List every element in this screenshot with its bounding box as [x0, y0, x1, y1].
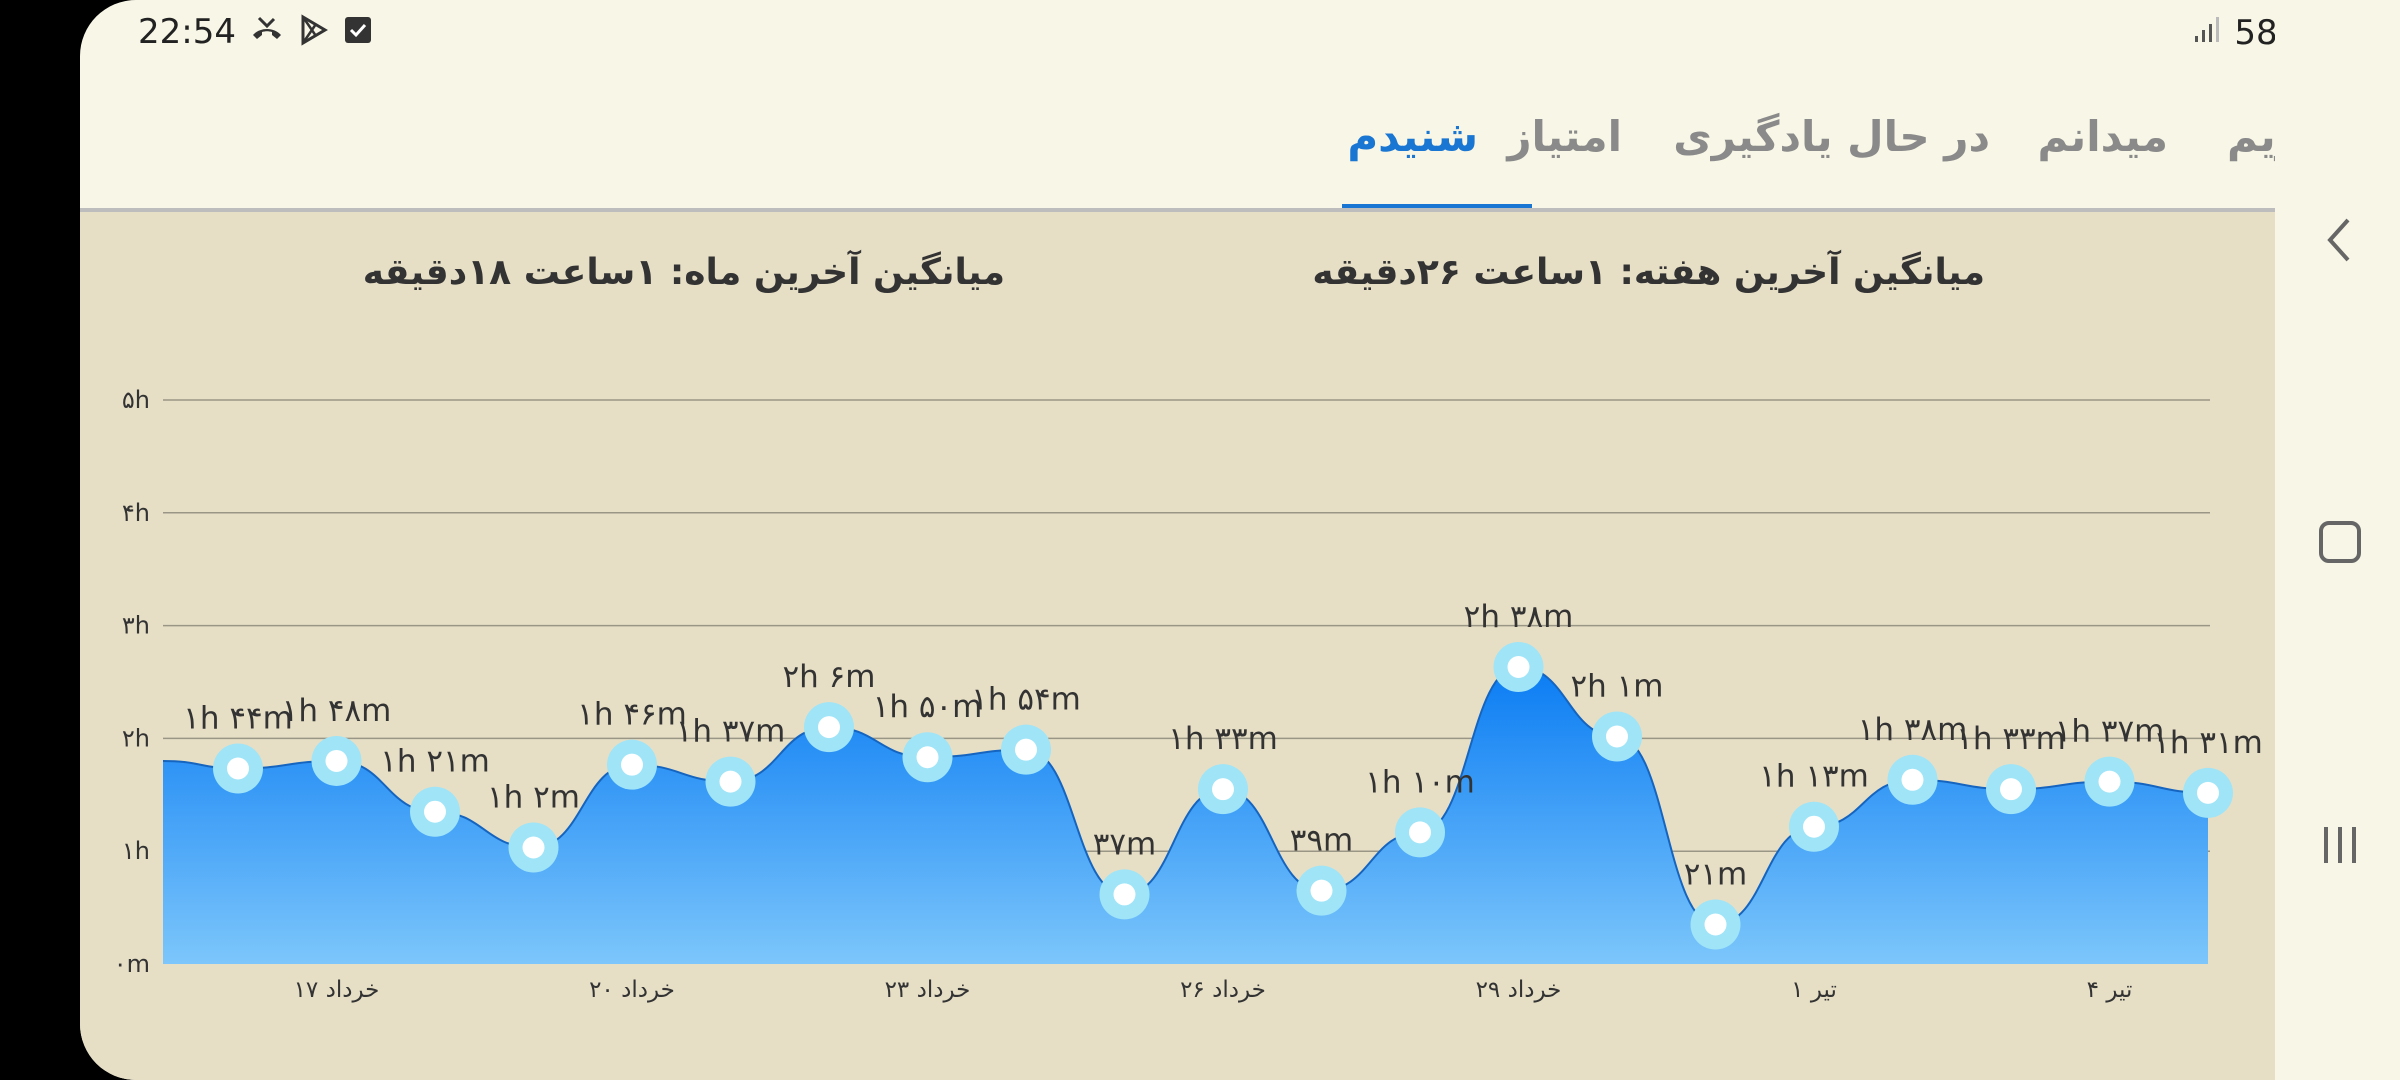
data-label: ۱h ۲۱m: [380, 744, 490, 780]
tab-score[interactable]: امتیاز: [1507, 112, 1622, 161]
data-label: ۱h ۴۴m: [183, 701, 293, 737]
data-point-center: [1803, 815, 1825, 838]
data-point-center: [621, 753, 643, 776]
tab-known[interactable]: میدانم: [2037, 112, 2168, 161]
back-button[interactable]: [2305, 205, 2375, 275]
app-screen: 22:54 58% تقویم میدانم در حال یادگیری ام…: [80, 0, 2400, 1080]
data-label: ۱h ۳۷m: [2055, 714, 2165, 750]
data-point-center: [1606, 725, 1628, 748]
navigation-bar: [2275, 0, 2400, 1080]
y-tick-label: ۳h: [122, 612, 150, 640]
recents-button[interactable]: [2305, 810, 2375, 880]
status-left-icons: [250, 14, 372, 50]
x-tick-label: ۲۰ خرداد: [589, 977, 675, 1003]
data-point-center: [1901, 768, 1924, 791]
data-label: ۳۹m: [1290, 823, 1354, 859]
data-label: ۱h ۴۶m: [577, 697, 687, 733]
recents-icon: [2324, 827, 2356, 863]
y-tick-label: ۱h: [122, 837, 150, 865]
chart-panel: میانگین آخرین هفته: ۱ساعت ۲۶دقیقه میانگی…: [80, 212, 2275, 1080]
data-point-center: [1015, 738, 1037, 761]
active-tab-indicator: [1342, 204, 1532, 210]
y-tick-label: ۲h: [122, 724, 150, 752]
data-label: ۲h ۳۸m: [1464, 599, 1574, 635]
data-label: ۱h ۵۰m: [873, 689, 983, 725]
data-label: ۱h ۱۰m: [1365, 764, 1475, 800]
area-series: [163, 666, 2208, 964]
data-point-center: [2000, 778, 2022, 801]
data-label: ۱h ۳۸m: [1858, 712, 1968, 748]
tabs-divider: [80, 208, 2275, 212]
data-point-center: [719, 770, 742, 793]
data-point-center: [2098, 770, 2121, 793]
data-label: ۲h ۱m: [1571, 668, 1664, 704]
data-label: ۲۱m: [1684, 857, 1748, 893]
x-tick-label: ۲۹ خرداد: [1476, 977, 1562, 1003]
x-tick-label: ۱۷ خرداد: [294, 977, 380, 1003]
data-label: ۱h ۲m: [487, 779, 580, 815]
x-tick-label: ۴ تیر: [2087, 977, 2133, 1003]
missed-call-icon: [250, 15, 284, 49]
data-label: ۲h ۶m: [783, 659, 876, 695]
listening-time-chart: ۰m ۱h ۲h ۳h ۴h ۵h ۱۷ خرداد ۲۰ خرداد ۲۳ خرداد ۲۶ خ…: [114, 386, 2263, 1003]
x-tick-label: ۲۶ خرداد: [1180, 977, 1266, 1003]
data-point-center: [1409, 821, 1431, 844]
y-tick-label: ۴h: [122, 499, 150, 527]
data-point-center: [916, 746, 939, 769]
x-tick-label: ۱ تیر: [1791, 977, 1837, 1003]
data-point-center: [1113, 883, 1136, 906]
data-label: ۱h ۵۴m: [971, 682, 1081, 718]
x-tick-label: ۲۳ خرداد: [885, 977, 971, 1003]
tab-bar: تقویم میدانم در حال یادگیری امتیاز شنیدم: [205, 60, 2400, 210]
chevron-left-icon: [2327, 218, 2350, 262]
play-store-icon: [298, 14, 330, 50]
month-average: میانگین آخرین ماه: ۱ساعت ۱۸دقیقه: [362, 252, 1005, 293]
data-label: ۱h ۴۸m: [282, 693, 392, 729]
data-point-center: [1704, 913, 1727, 936]
home-square-icon: [2319, 521, 2361, 563]
data-point-center: [424, 800, 446, 823]
data-label: ۱h ۳۳m: [1168, 721, 1278, 757]
data-label: ۱h ۳۳m: [1956, 721, 2066, 757]
tab-heard[interactable]: شنیدم: [1347, 112, 1478, 161]
week-average: میانگین آخرین هفته: ۱ساعت ۲۶دقیقه: [1312, 252, 1985, 293]
data-point-center: [1310, 879, 1333, 902]
tab-learning[interactable]: در حال یادگیری: [1673, 112, 1990, 161]
data-point-center: [325, 749, 348, 772]
data-point-center: [2197, 781, 2219, 804]
status-time: 22:54: [138, 12, 236, 52]
y-tick-label: ۵h: [122, 386, 150, 414]
signal-icon: [2192, 13, 2222, 53]
y-tick-label: ۰m: [114, 950, 150, 978]
data-point-center: [818, 716, 840, 739]
checkbox-icon: [344, 16, 372, 48]
data-label: ۳۷m: [1093, 826, 1157, 862]
data-label: ۱h ۱۳m: [1759, 759, 1869, 795]
home-button[interactable]: [2305, 507, 2375, 577]
data-point-center: [1507, 655, 1530, 678]
data-point-center: [1212, 778, 1234, 801]
data-label: ۱h ۳۱m: [2153, 725, 2263, 761]
data-point-center: [522, 836, 545, 859]
data-label: ۱h ۳۷m: [676, 714, 786, 750]
data-point-center: [227, 757, 249, 780]
